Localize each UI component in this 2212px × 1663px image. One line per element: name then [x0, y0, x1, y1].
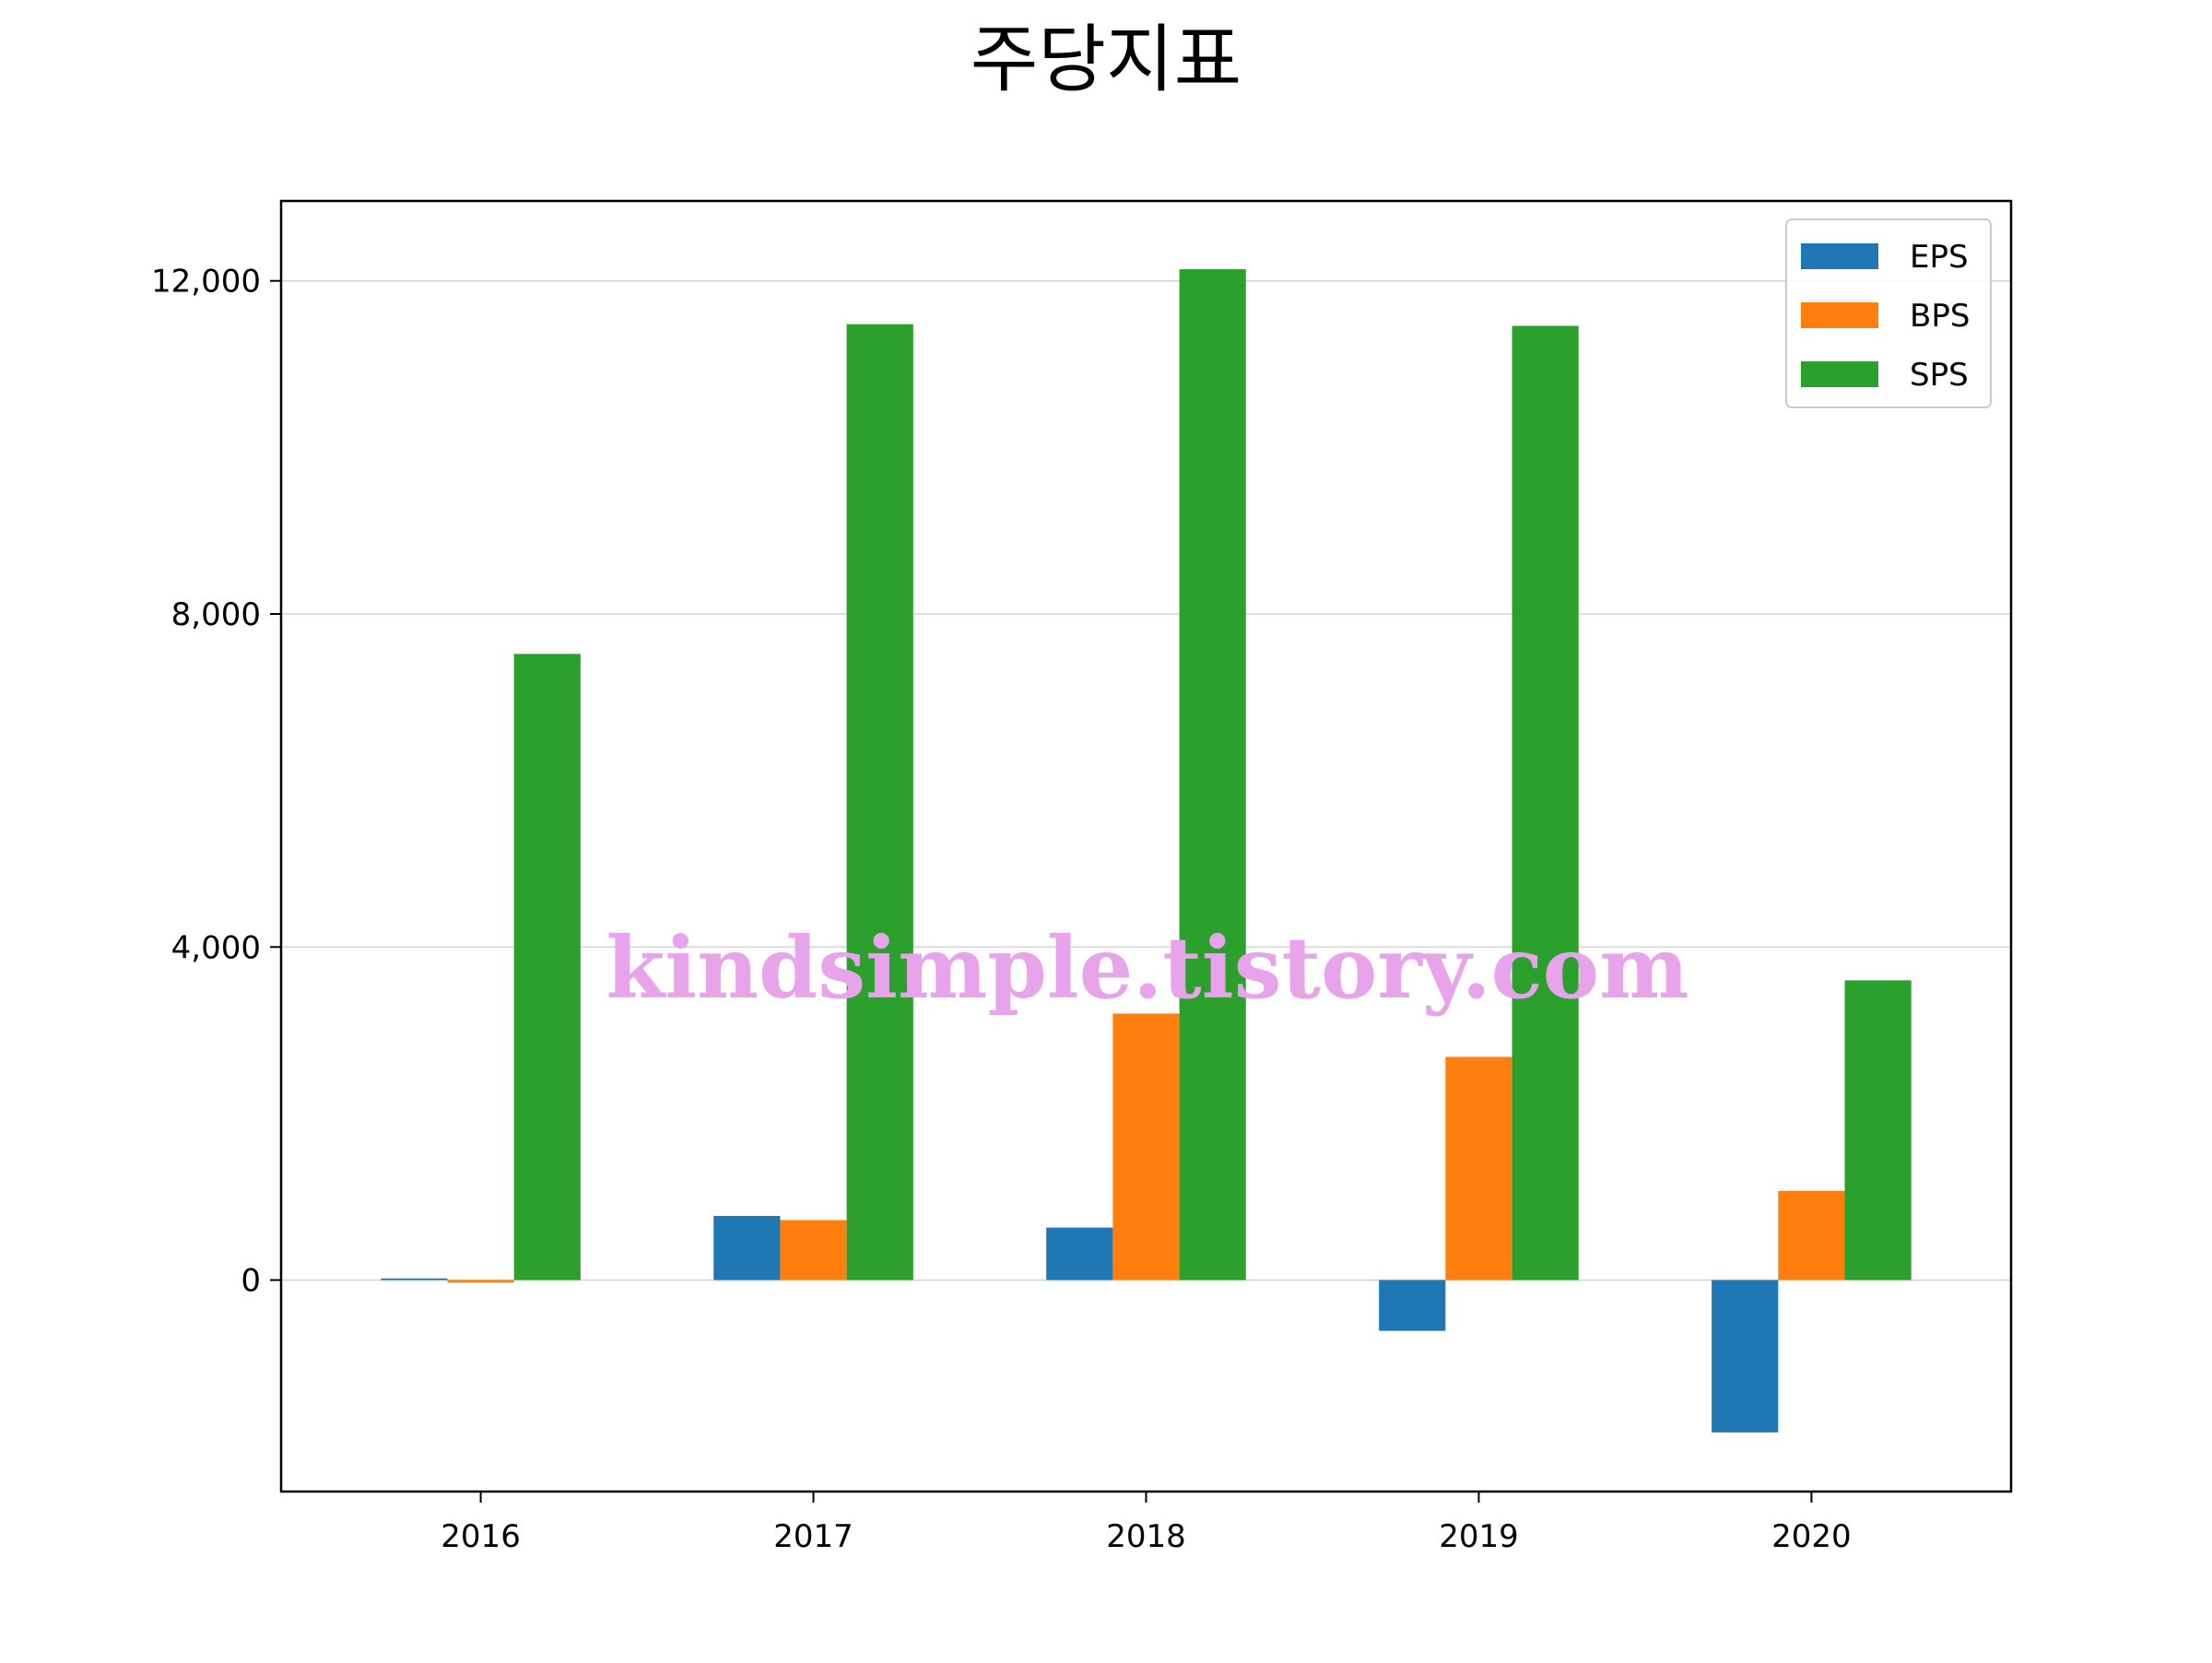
- bar-eps-2017: [713, 1216, 781, 1280]
- y-tick-label: 4,000: [171, 929, 261, 966]
- x-tick-label-2020: 2020: [1771, 1518, 1852, 1555]
- bar-sps-2017: [846, 324, 913, 1280]
- y-tick-label: 12,000: [151, 264, 261, 301]
- bars: [381, 269, 1912, 1433]
- x-axis: 2016 2017 2018 2019 2020: [441, 1492, 1852, 1555]
- bar-sps-2019: [1512, 325, 1579, 1280]
- bar-bps-2019: [1445, 1056, 1512, 1280]
- legend-label-eps: EPS: [1910, 239, 1969, 276]
- bar-eps-2018: [1046, 1227, 1113, 1280]
- x-tick-label-2017: 2017: [773, 1518, 853, 1555]
- bar-sps-2020: [1844, 980, 1912, 1280]
- bar-bps-2017: [780, 1220, 847, 1280]
- bar-sps-2016: [513, 654, 581, 1280]
- bar-eps-2020: [1712, 1280, 1779, 1433]
- legend-label-bps: BPS: [1910, 298, 1970, 335]
- y-axis: 0 4,000 8,000 12,000: [151, 264, 281, 1300]
- watermark-text: kindsimple.tistory.com: [606, 918, 1688, 1018]
- bar-bps-2016: [447, 1280, 514, 1283]
- legend-swatch-sps: [1801, 361, 1878, 387]
- legend-swatch-eps: [1801, 243, 1878, 269]
- bar-sps-2018: [1179, 269, 1246, 1280]
- bar-eps-2019: [1379, 1280, 1446, 1331]
- y-tick-label: 8,000: [171, 596, 261, 633]
- bar-bps-2020: [1778, 1190, 1845, 1280]
- x-tick-label-2016: 2016: [441, 1518, 521, 1555]
- chart-title: 주당지표: [971, 17, 1241, 102]
- legend: EPS BPS SPS: [1785, 218, 1992, 408]
- x-tick-label-2019: 2019: [1439, 1518, 1519, 1555]
- bar-eps-2016: [381, 1278, 448, 1280]
- legend-label-sps: SPS: [1910, 357, 1969, 394]
- y-tick-label: 0: [241, 1263, 261, 1300]
- x-tick-label-2018: 2018: [1106, 1518, 1186, 1555]
- legend-swatch-bps: [1801, 302, 1878, 328]
- bar-bps-2018: [1112, 1013, 1180, 1280]
